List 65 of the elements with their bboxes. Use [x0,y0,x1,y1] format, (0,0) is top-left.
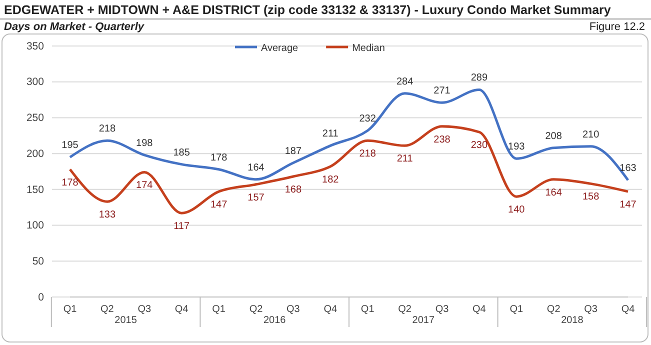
x-tick-label: Q1 [360,304,375,316]
chart-title: EDGEWATER + MIDTOWN + A&E DISTRICT (zip code 33132 & 33137) - Luxury Condo Market Summary [4,3,611,17]
y-tick-label: 0 [38,291,44,304]
data-label: 211 [322,128,339,140]
x-tick-label: Q2 [398,304,412,316]
y-tick-label: 350 [26,40,44,52]
x-tick-label: Q1 [63,304,78,316]
data-label: 158 [582,192,600,203]
data-label: 289 [470,72,488,84]
text: 2017 [412,315,435,326]
x-tick-label: Q4 [621,304,636,316]
x-tick-label: Q4 [472,304,486,316]
data-label: 157 [248,192,265,204]
y-tick-label: 200 [26,148,44,160]
x-tick-label: Q3 [584,304,598,316]
data-label: 271 [434,86,451,97]
data-label: 168 [284,184,302,196]
y-tick-label: 50 [32,256,44,268]
data-label: 193 [508,142,526,153]
data-label: 187 [284,146,302,157]
caption: Figure 12.2 [589,21,645,33]
data-label: 208 [545,130,562,142]
data-label: 133 [98,210,116,221]
data-label: 238 [434,134,451,146]
x-tick-label: Q3 [435,304,450,316]
data-label: 164 [248,162,265,174]
data-label: 185 [173,147,190,158]
data-label: 218 [359,148,376,160]
data-label: 164 [545,187,562,198]
data-label: 182 [322,174,340,186]
data-label: 147 [620,200,637,211]
data-label: 218 [98,124,116,135]
data-label: 195 [62,140,79,152]
data-label: 147 [210,200,228,211]
x-tick-label: Q2 [100,304,114,316]
y-tick-label: 100 [26,220,44,232]
chart-subtitle: Days on Market - Quarterly [4,21,145,33]
text: 2016 [263,315,286,326]
data-label: 163 [620,163,637,174]
data-label: 174 [136,180,154,192]
x-tick-label: Q1 [212,304,226,316]
x-tick-label: Q3 [286,304,300,316]
text: 2015 [114,315,138,326]
data-label: 284 [396,76,414,88]
x-tick-label: Q2 [249,304,264,316]
x-tick-label: Q2 [546,304,561,316]
data-label: 232 [359,114,376,125]
legend-label: Median [352,43,385,54]
y-tick-label: 150 [26,184,44,196]
x-tick-label: Q3 [138,304,152,316]
x-tick-label: Q1 [510,304,524,316]
data-label: 178 [210,152,228,164]
x-tick-label: Q4 [174,304,189,316]
data-label: 210 [582,129,600,140]
y-tick-label: 250 [26,112,44,124]
data-label: 211 [396,154,414,165]
data-label: 198 [136,138,154,150]
x-tick-label: Q4 [324,304,338,316]
data-label: 117 [174,221,190,232]
data-label: 230 [470,140,488,152]
data-label: 140 [508,204,526,216]
text: 2018 [561,315,584,326]
data-label: 178 [62,177,79,188]
legend-label: Average [261,43,299,54]
y-tick-label: 300 [26,76,44,88]
